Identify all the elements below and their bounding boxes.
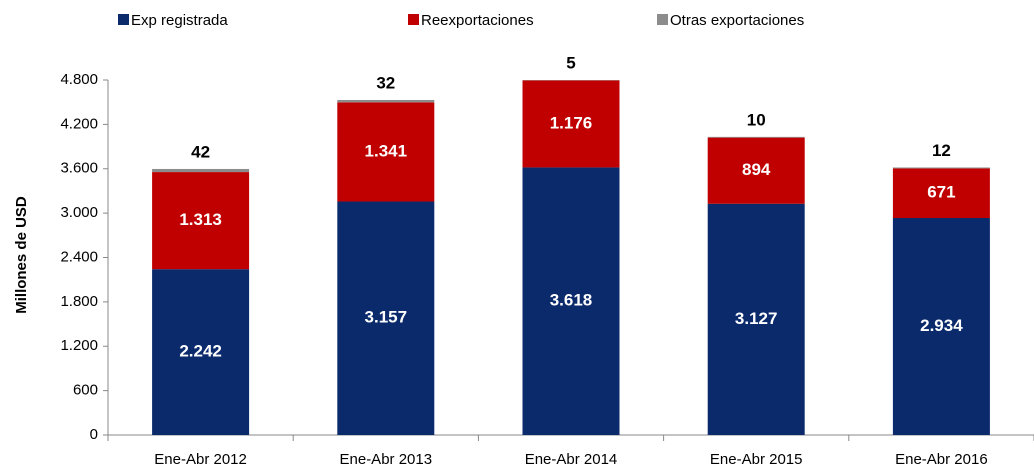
legend-label: Reexportaciones [421, 12, 534, 29]
data-label: 32 [376, 73, 395, 92]
data-label: 3.618 [550, 291, 593, 310]
bar-segment [522, 167, 620, 435]
bar-segment [892, 218, 990, 435]
legend-label: Exp registrada [131, 12, 228, 29]
y-axis-label: Millones de USD [13, 196, 30, 314]
bar-segment [707, 203, 805, 435]
bar-segment [337, 102, 435, 202]
data-label: 1.176 [550, 113, 593, 132]
y-tick-label: 4.200 [60, 115, 98, 132]
data-label: 2.242 [179, 342, 222, 361]
legend-swatch [657, 14, 668, 25]
y-tick-label: 2.400 [60, 248, 98, 265]
bar-segment [892, 168, 990, 219]
legend-swatch [118, 14, 129, 25]
data-label: 1.341 [365, 141, 408, 160]
data-label: 1.313 [179, 210, 222, 229]
y-tick-label: 1.200 [60, 337, 98, 354]
data-label: 671 [927, 183, 955, 202]
data-label: 3.127 [735, 309, 778, 328]
data-label: 42 [191, 142, 210, 161]
legend-label: Otras exportaciones [670, 12, 804, 29]
x-tick-label: Ene-Abr 2012 [154, 451, 247, 468]
bar-segment [522, 80, 620, 168]
bar-segment [152, 269, 250, 435]
data-label: 12 [932, 141, 951, 160]
data-label: 10 [747, 110, 766, 129]
x-tick-label: Ene-Abr 2014 [525, 451, 618, 468]
bar-segment [337, 201, 435, 435]
data-label: 894 [742, 160, 771, 179]
data-label: 3.157 [365, 308, 408, 327]
y-tick-label: 0 [90, 426, 98, 443]
bar-segment [707, 136, 805, 138]
data-label: 5 [566, 54, 575, 73]
data-label: 2.934 [920, 316, 963, 335]
x-tick-label: Ene-Abr 2015 [710, 451, 803, 468]
y-tick-label: 600 [73, 382, 98, 399]
legend-swatch [408, 14, 419, 25]
x-tick-label: Ene-Abr 2016 [895, 451, 988, 468]
y-tick-label: 3.600 [60, 160, 98, 177]
y-tick-label: 3.000 [60, 204, 98, 221]
x-tick-label: Ene-Abr 2013 [340, 451, 433, 468]
bar-segment [707, 137, 805, 204]
y-tick-label: 1.800 [60, 293, 98, 310]
y-tick-label: 4.800 [60, 71, 98, 88]
bar-segment [152, 172, 250, 270]
bar-segment [152, 168, 250, 173]
bar-segment [337, 99, 435, 103]
bar-segment [892, 167, 990, 169]
